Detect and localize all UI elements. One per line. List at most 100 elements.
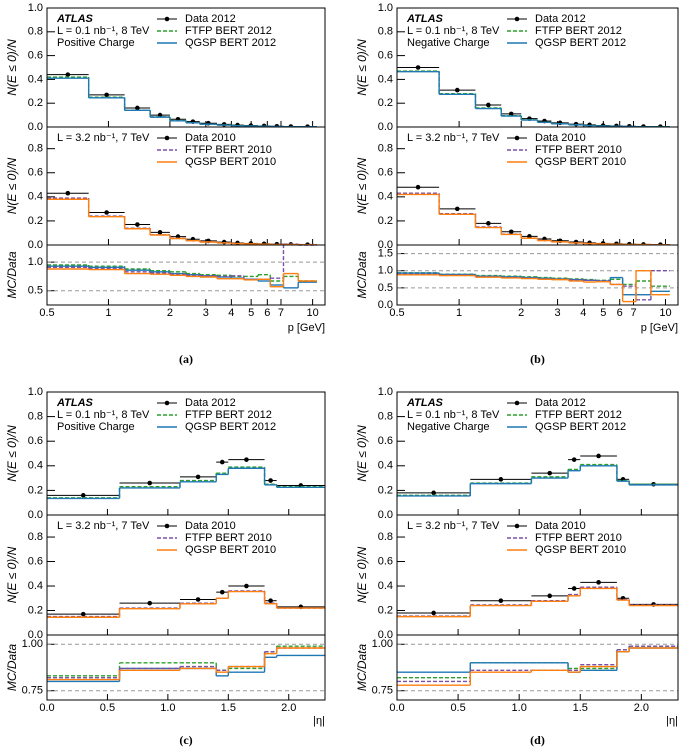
y-tick-label: 0.0 xyxy=(378,121,393,133)
data-point xyxy=(571,457,577,462)
legend-marker xyxy=(514,16,520,22)
axes-frame xyxy=(396,634,679,701)
plot-area xyxy=(47,457,325,500)
x-tick-label: 0.0 xyxy=(39,702,54,714)
y-tick-label: 0.6 xyxy=(28,555,43,567)
caption: (c) xyxy=(179,733,192,747)
y-tick-label: 0.0 xyxy=(28,509,43,521)
y-tick-label: 0.6 xyxy=(378,435,393,447)
legend-label: FTFP BERT 2010 xyxy=(185,144,272,156)
annotation: L = 0.1 nb⁻¹, 8 TeV xyxy=(407,409,500,421)
annotation: Positive Charge xyxy=(57,37,135,49)
annotation: ATLAS xyxy=(406,13,444,25)
data-point xyxy=(219,459,225,465)
axes-frame xyxy=(396,244,679,306)
x-tick-label: 0.0 xyxy=(389,702,404,714)
annotation: L = 3.2 nb⁻¹, 7 TeV xyxy=(407,132,500,144)
x-tick-label: 0.5 xyxy=(389,307,404,319)
legend-label: FTFP BERT 2012 xyxy=(535,25,622,37)
legend-label: QGSP BERT 2012 xyxy=(185,421,276,433)
caption: (d) xyxy=(530,733,545,747)
y-tick-label: 0.8 xyxy=(28,143,43,155)
plot-area xyxy=(47,245,317,289)
x-tick-label: 1.0 xyxy=(160,702,175,714)
y-axis-label: N(E ≤ 0)/N xyxy=(5,546,19,603)
data-point xyxy=(596,580,601,585)
y-axis-label: MC/Data xyxy=(5,251,19,299)
annotation: Positive Charge xyxy=(57,421,135,433)
annotation: L = 3.2 nb⁻¹, 7 TeV xyxy=(57,132,150,144)
legend-label: Data 2012 xyxy=(185,397,236,409)
x-axis-label: p [GeV] xyxy=(288,322,325,334)
x-tick-label: 1.5 xyxy=(573,702,588,714)
y-tick-label: 0.0 xyxy=(378,509,393,521)
annotation: Negative Charge xyxy=(407,421,490,433)
y-tick-label: 1.0 xyxy=(378,265,393,277)
y-tick-label: 0.0 xyxy=(378,629,393,641)
y-tick-label: 0.4 xyxy=(378,460,393,472)
x-tick-label: 10 xyxy=(659,307,671,319)
data-point xyxy=(65,72,71,77)
legend-label: Data 2010 xyxy=(185,132,236,144)
y-tick-label: 0.0 xyxy=(28,121,43,133)
plot-area xyxy=(47,645,325,683)
data-point xyxy=(486,102,491,108)
x-tick-label: 3 xyxy=(203,307,209,319)
plot-area xyxy=(47,72,317,127)
data-point xyxy=(135,222,140,227)
y-tick-label: 0.2 xyxy=(378,604,393,616)
annotation: Negative Charge xyxy=(407,37,490,49)
data-point xyxy=(147,480,153,486)
data-point xyxy=(454,206,460,212)
y-tick-label: 0.2 xyxy=(378,484,393,496)
x-tick-label: 3 xyxy=(555,307,561,319)
y-tick-label: 0.6 xyxy=(28,435,43,447)
data-point xyxy=(268,598,273,604)
data-point xyxy=(104,210,109,215)
data-point xyxy=(547,470,553,476)
data-point xyxy=(221,239,227,245)
x-tick-label: 1 xyxy=(105,307,111,319)
legend-label: Data 2010 xyxy=(185,520,236,532)
plot-area xyxy=(397,270,670,303)
annotation: L = 0.1 nb⁻¹, 8 TeV xyxy=(57,25,150,37)
legend-marker xyxy=(164,135,170,141)
y-tick-label: 1.00 xyxy=(372,638,393,650)
x-tick-label: 1 xyxy=(456,307,462,319)
plot-area xyxy=(397,184,670,245)
annotation: ATLAS xyxy=(56,397,94,409)
x-tick-label: 2.0 xyxy=(281,702,296,714)
legend-label: Data 2012 xyxy=(535,13,586,25)
y-tick-label: 1.00 xyxy=(22,638,43,650)
y-axis-label: N(E ≤ 0)/N xyxy=(355,425,369,482)
x-tick-label: 6 xyxy=(264,307,270,319)
y-tick-label: 0.8 xyxy=(378,143,393,155)
y-tick-label: 0.0 xyxy=(28,629,43,641)
data-point xyxy=(80,493,86,498)
legend-marker xyxy=(164,16,170,22)
y-axis-label: N(E ≤ 0)/N xyxy=(355,157,369,214)
y-tick-label: 1.0 xyxy=(378,2,393,14)
axes-frame xyxy=(46,634,326,701)
y-tick-label: 0.4 xyxy=(378,73,393,85)
x-tick-label: 1.0 xyxy=(512,702,527,714)
data-point xyxy=(157,230,163,235)
y-tick-label: 1.0 xyxy=(28,256,43,268)
y-tick-label: 0.6 xyxy=(28,50,43,62)
y-tick-label: 0.2 xyxy=(28,604,43,616)
x-tick-label: 4 xyxy=(228,307,234,319)
x-axis-label: |η| xyxy=(313,715,325,727)
plot-area xyxy=(47,583,325,618)
y-tick-label: 0.75 xyxy=(372,685,393,697)
legend-marker xyxy=(164,400,170,406)
data-point xyxy=(415,184,421,190)
data-point xyxy=(147,600,153,606)
legend-label: Data 2010 xyxy=(535,132,586,144)
y-axis-label: N(E ≤ 0)/N xyxy=(5,39,19,96)
legend-marker xyxy=(514,135,520,141)
x-tick-label: 7 xyxy=(630,307,636,319)
x-tick-label: 2 xyxy=(518,307,524,319)
y-tick-label: 0.6 xyxy=(378,167,393,179)
y-tick-label: 0.4 xyxy=(28,580,43,592)
